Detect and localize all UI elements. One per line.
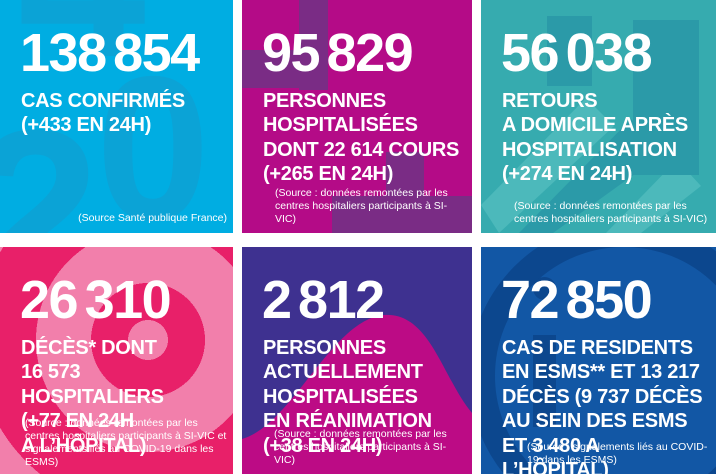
stat-tile-retours-domicile: 56 038 RETOURS A DOMICILE APRÈS HOSPITAL… (481, 0, 716, 233)
stat-value: 2 812 (262, 270, 385, 330)
stat-value: 56 038 (501, 23, 653, 83)
stat-label: RETOURS A DOMICILE APRÈS HOSPITALISATION… (502, 90, 688, 186)
stat-tile-cas-esms: 72 850 CAS DE RESIDENTS EN ESMS** ET 13 … (481, 247, 716, 474)
stat-tile-personnes-hospitalisees: 95 829 PERSONNES HOSPITALISÉES DONT 22 6… (242, 0, 472, 233)
source-note: (Source : données remontées par les cent… (25, 416, 227, 468)
source-note: (Source Santé publique France) (78, 211, 227, 224)
stat-label: PERSONNES HOSPITALISÉES DONT 22 614 COUR… (263, 90, 460, 186)
source-note: (Source : données remontées par les cent… (274, 427, 447, 466)
source-note: (Source : signalements liés au COVID-19 … (527, 440, 708, 466)
source-note: (Source : données remontées par les cent… (514, 199, 708, 225)
stat-value: 138 854 (20, 23, 200, 83)
stat-value: 26 310 (20, 270, 172, 330)
stat-tile-cas-confirmes: 4 2 0 138 854 CAS CONFIRMÉS (+433 EN 24H… (0, 0, 233, 233)
stat-tile-reanimation: 2 812 PERSONNES ACTUELLEMENT HOSPITALISÉ… (242, 247, 472, 474)
stat-value: 95 829 (262, 23, 414, 83)
stat-label: CAS CONFIRMÉS (+433 EN 24H) (21, 90, 185, 137)
stat-tile-deces: 26 310 DÉCÈS* DONT 16 573 HOSPITALIERS (… (0, 247, 233, 474)
source-note: (Source : données remontées par les cent… (275, 186, 448, 225)
stat-value: 72 850 (501, 270, 653, 330)
